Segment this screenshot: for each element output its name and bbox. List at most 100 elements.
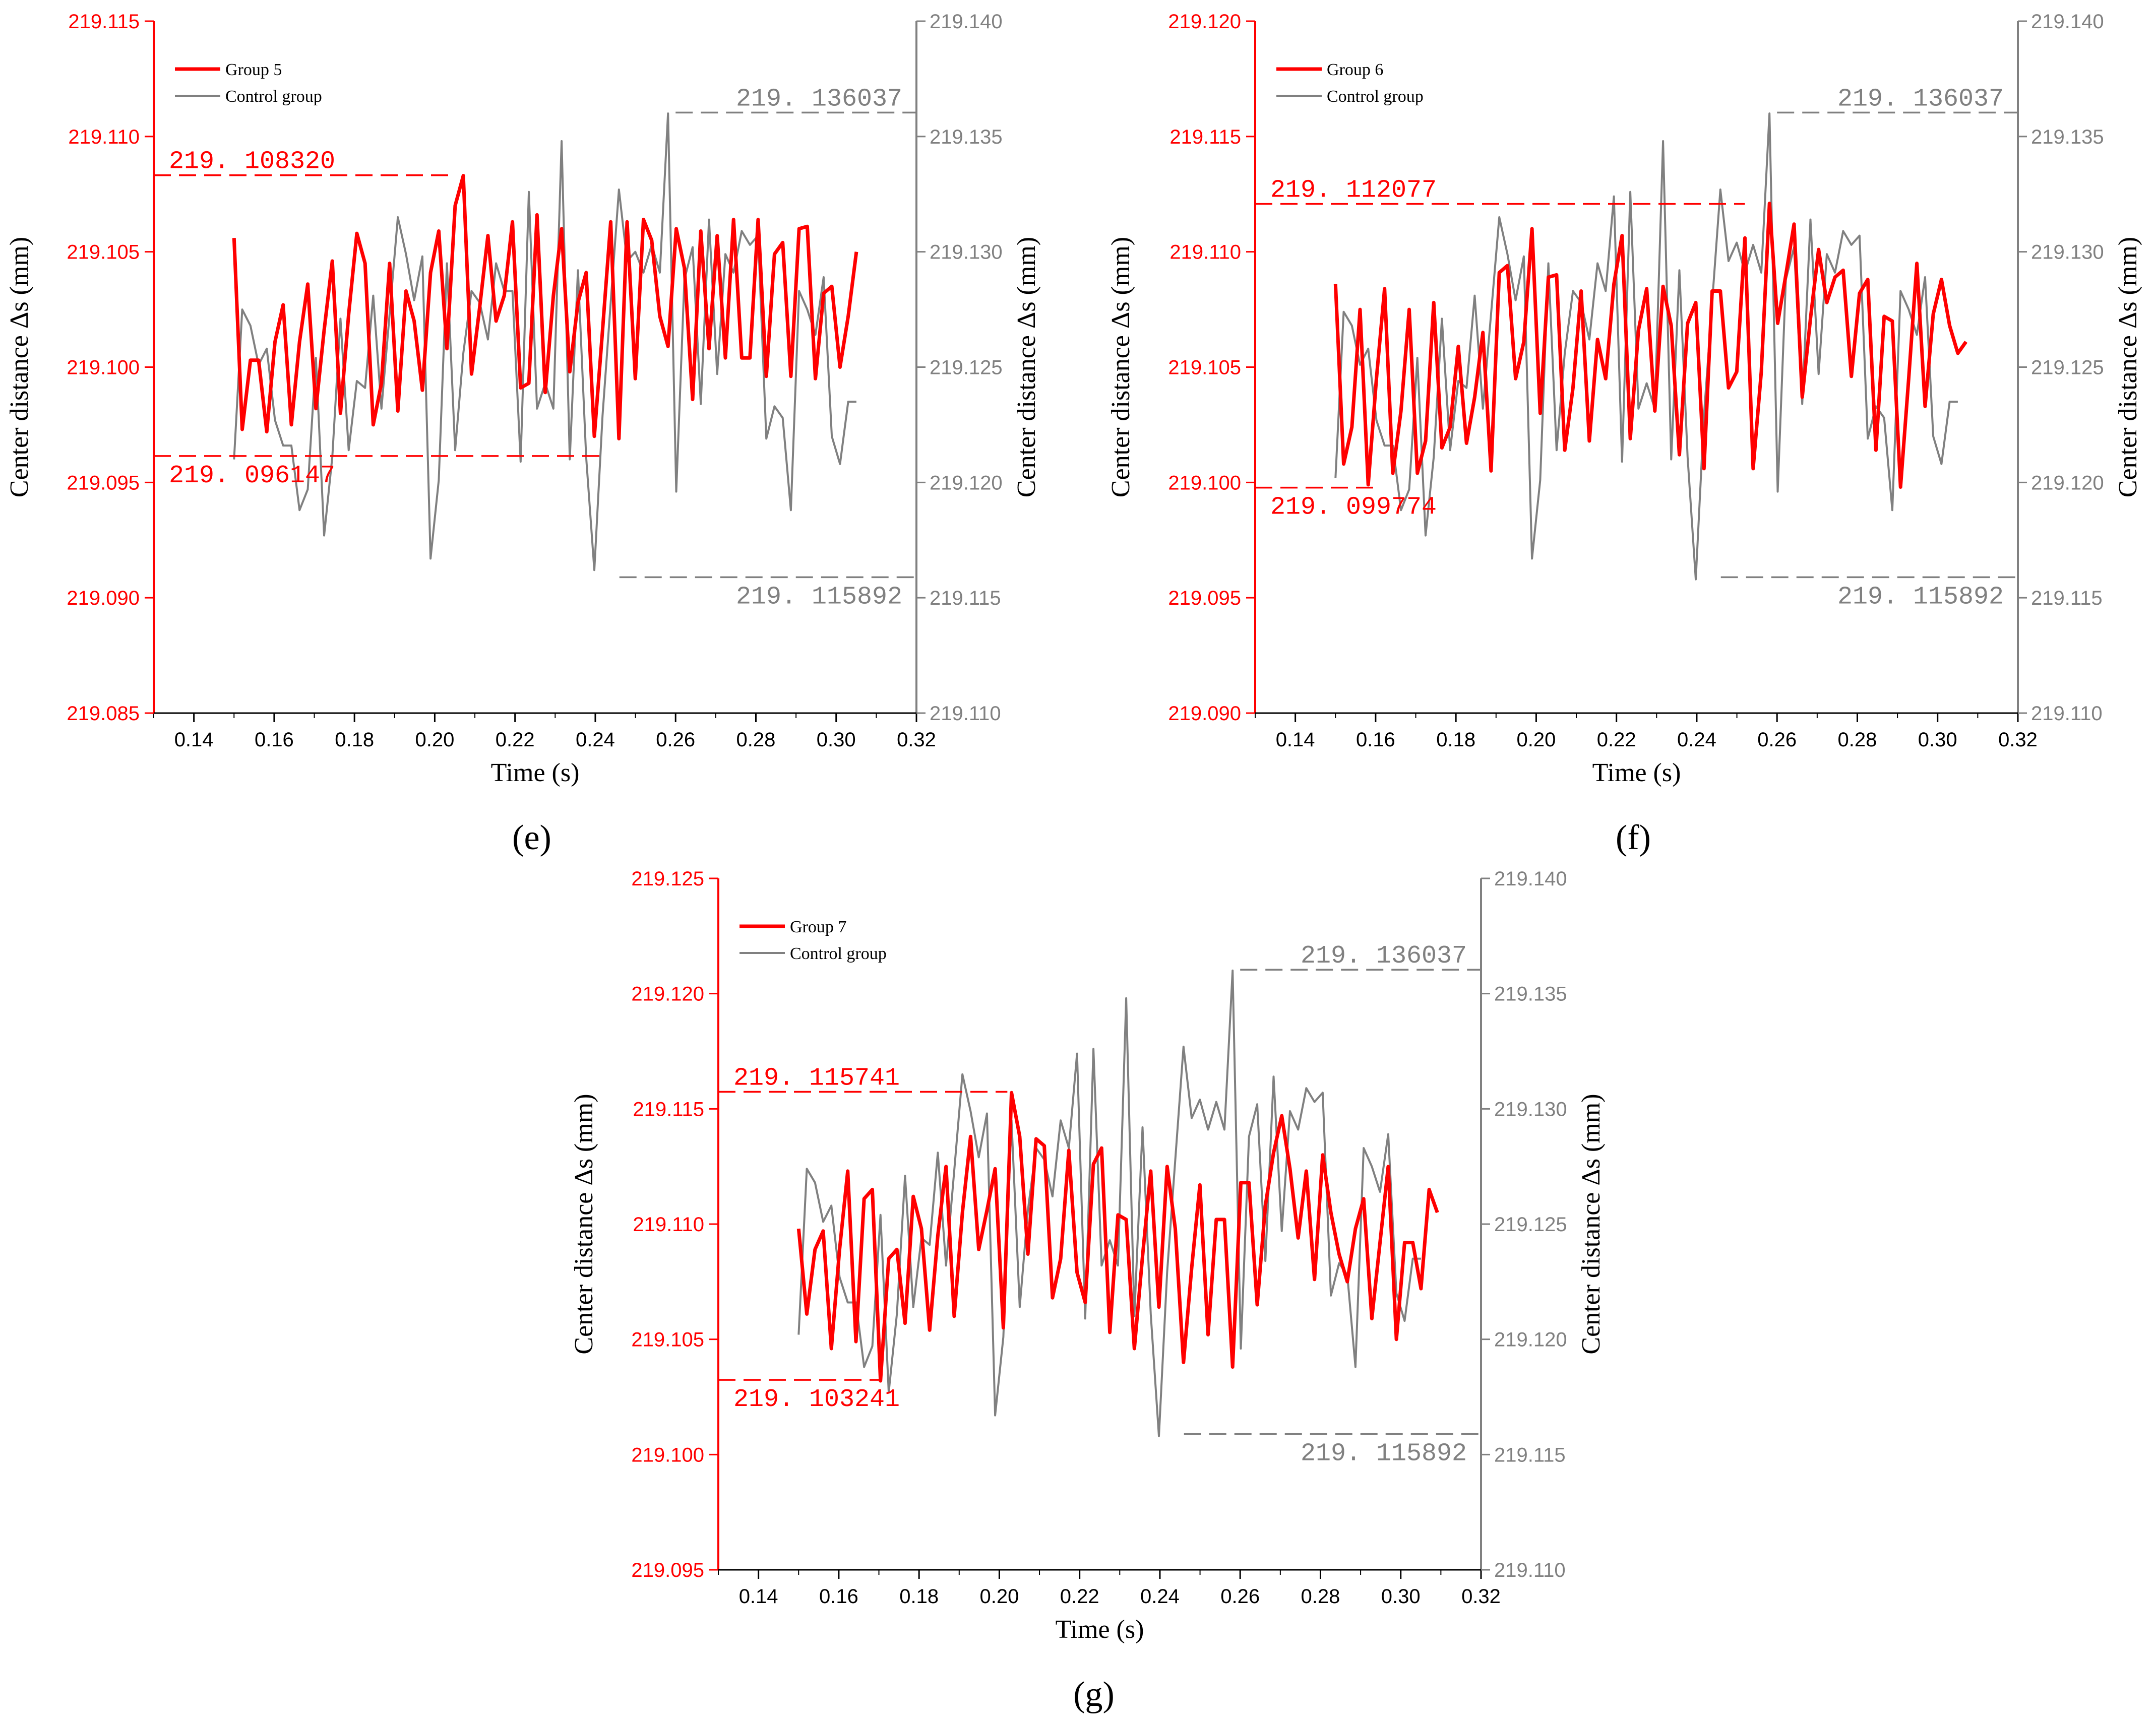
right-y-tick-label: 219.125 [2031,357,2104,379]
x-tick-label: 0.20 [979,1585,1019,1608]
x-tick-label: 0.28 [1838,729,1877,751]
x-tick-label: 0.14 [739,1585,778,1608]
x-tick-label: 0.24 [1677,729,1716,751]
left-y-tick-label: 219.105 [631,1329,704,1351]
left-y-tick-label: 219.115 [1169,126,1241,148]
chart-panel-e: 0.14 0.16 0.18 0.20 0.22 0.24 0.26 0.28 0.30 0.32… [5,11,1041,787]
right-y-axis-label: Center distance Δs (mm) [1012,237,1041,497]
x-axis-label: Time (s) [1056,1615,1144,1644]
x-tick-label: 0.28 [1301,1585,1340,1608]
left-y-tick-label: 219.110 [68,126,140,148]
legend-label-group: Group 6 [1327,60,1383,79]
x-tick-label: 0.18 [899,1585,939,1608]
x-tick-label: 0.14 [1276,729,1315,751]
left-y-tick-label: 219.105 [1168,357,1241,379]
reference-label: 219. 096147 [169,462,335,490]
left-y-tick-label: 219.110 [633,1214,704,1236]
x-tick-label: 0.16 [819,1585,858,1608]
legend-label-control: Control group [790,944,887,963]
reference-label: 219. 115892 [736,583,902,611]
right-y-tick-label: 219.110 [2031,703,2103,725]
left-y-tick-label: 219.110 [1169,241,1241,264]
x-tick-label: 0.24 [1140,1585,1180,1608]
right-y-tick-label: 219.135 [2031,126,2104,148]
x-tick-label: 0.16 [1356,729,1395,751]
control-series-line [1334,112,1958,581]
right-y-tick-label: 219.120 [1494,1329,1567,1351]
group-series-line [232,174,858,440]
left-y-tick-label: 219.115 [68,11,140,33]
reference-label: 219. 103241 [733,1385,900,1414]
right-y-tick-label: 219.130 [2031,241,2104,264]
right-y-tick-label: 219.140 [2031,11,2104,33]
panel-label-e: (e) [512,818,551,857]
left-y-tick-label: 219.095 [67,472,140,494]
legend-label-control: Control group [225,87,322,106]
reference-label: 219. 136037 [736,85,902,113]
right-y-tick-label: 219.120 [930,472,1003,494]
right-y-tick-label: 219.130 [1494,1098,1567,1120]
left-y-tick-label: 219.120 [631,983,704,1005]
reference-label: 219. 136037 [1301,942,1467,971]
x-tick-label: 0.20 [1516,729,1556,751]
reference-label: 219. 115741 [733,1064,900,1093]
x-tick-label: 0.26 [656,729,695,751]
right-y-tick-label: 219.120 [2031,472,2104,494]
left-y-tick-label: 219.095 [631,1559,704,1581]
left-y-tick-label: 219.115 [633,1098,704,1120]
left-y-tick-label: 219.125 [631,868,704,890]
x-tick-label: 0.20 [415,729,454,751]
left-y-tick-label: 219.120 [1168,11,1241,33]
x-tick-label: 0.22 [1060,1585,1099,1608]
left-y-tick-label: 219.090 [1168,703,1241,725]
right-y-tick-label: 219.115 [930,587,1001,609]
x-tick-label: 0.18 [335,729,374,751]
group-series-line [1333,202,1967,489]
x-tick-label: 0.28 [736,729,776,751]
right-y-tick-label: 219.130 [930,241,1003,264]
legend-label-control: Control group [1327,87,1424,106]
right-y-axis-label: Center distance Δs (mm) [1577,1094,1606,1354]
legend-label-group: Group 7 [790,918,846,936]
right-y-tick-label: 219.140 [1494,868,1567,890]
x-tick-label: 0.32 [1998,729,2038,751]
left-y-axis-label: Center distance Δs (mm) [570,1094,598,1354]
reference-label: 219. 115892 [1837,583,2004,611]
right-y-tick-label: 219.135 [930,126,1003,148]
left-y-tick-label: 219.095 [1168,587,1241,609]
x-tick-label: 0.30 [1381,1585,1421,1608]
right-y-tick-label: 219.115 [1494,1444,1566,1466]
left-y-tick-label: 219.100 [67,357,140,379]
x-tick-label: 0.16 [255,729,294,751]
panel-label-f: (f) [1616,818,1651,857]
x-tick-label: 0.32 [897,729,936,751]
chart-panel-f: 0.14 0.16 0.18 0.20 0.22 0.24 0.26 0.28 0.30 0.32… [1106,11,2142,787]
control-series-line [797,969,1421,1437]
left-y-tick-label: 219.090 [67,587,140,609]
x-tick-label: 0.24 [576,729,615,751]
reference-label: 219. 112077 [1270,176,1437,205]
right-y-tick-label: 219.110 [1494,1559,1566,1581]
right-y-tick-label: 219.140 [930,11,1003,33]
left-y-tick-label: 219.085 [67,703,140,725]
right-y-axis-label: Center distance Δs (mm) [2114,237,2142,497]
right-y-tick-label: 219.115 [2031,587,2103,609]
x-tick-label: 0.26 [1220,1585,1260,1608]
x-tick-label: 0.22 [1597,729,1636,751]
left-y-tick-label: 219.105 [67,241,140,264]
reference-label: 219. 099774 [1270,493,1437,522]
x-tick-label: 0.32 [1461,1585,1501,1608]
right-y-tick-label: 219.110 [930,703,1001,725]
group-series-line [796,1091,1439,1383]
x-tick-label: 0.22 [496,729,535,751]
x-tick-label: 0.14 [174,729,214,751]
x-tick-label: 0.30 [817,729,856,751]
x-tick-label: 0.26 [1757,729,1797,751]
reference-label: 219. 115892 [1301,1440,1467,1469]
x-tick-label: 0.30 [1918,729,1957,751]
chart-panel-g: 0.14 0.16 0.18 0.20 0.22 0.24 0.26 0.28 0.30 0.32… [570,868,1606,1644]
right-y-tick-label: 219.135 [1494,983,1567,1005]
legend-label-group: Group 5 [225,60,282,79]
x-axis-label: Time (s) [491,758,580,787]
